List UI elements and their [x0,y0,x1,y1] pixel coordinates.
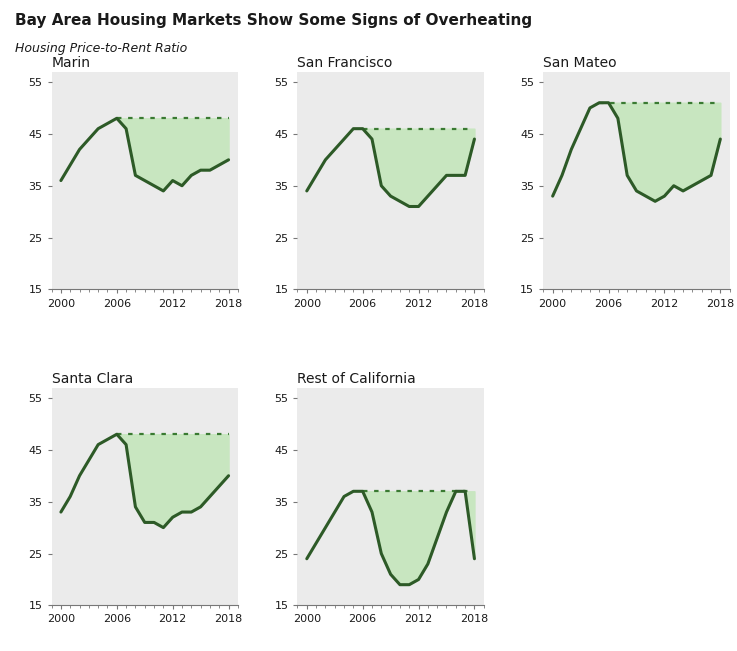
Text: San Francisco: San Francisco [298,57,393,70]
Text: Housing Price-to-Rent Ratio: Housing Price-to-Rent Ratio [15,42,187,55]
Text: Santa Clara: Santa Clara [52,372,133,387]
Text: San Mateo: San Mateo [543,57,617,70]
Text: Bay Area Housing Markets Show Some Signs of Overheating: Bay Area Housing Markets Show Some Signs… [15,13,532,28]
Text: Marin: Marin [52,57,91,70]
Text: Rest of California: Rest of California [298,372,416,387]
